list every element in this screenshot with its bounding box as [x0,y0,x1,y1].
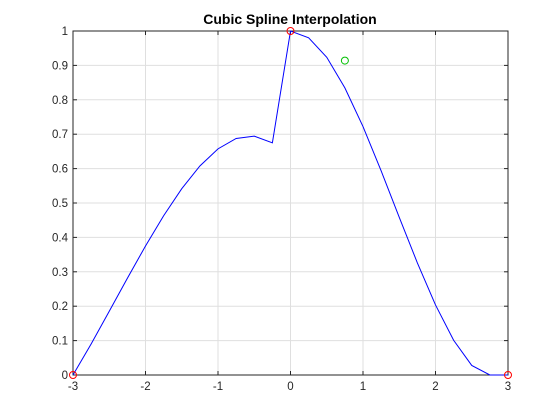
y-tick-label: 0.4 [52,232,69,244]
y-tick-label: 0.6 [52,164,68,176]
y-tick-label: 0.9 [52,60,68,72]
x-tick-label: 2 [432,381,438,393]
series-markers [69,27,512,379]
x-tick-label: -1 [213,381,223,393]
data-point-marker [69,371,77,379]
data-point-marker [340,56,349,65]
y-axis-ticks: 0 0.1 0.2 0.3 0.4 0.5 0.6 0.7 0.8 0.9 1 [52,26,508,382]
y-tick-label: 0.7 [52,129,68,141]
x-tick-label: 0 [287,381,293,393]
y-tick-label: 0.8 [52,95,68,107]
x-tick-label: -3 [68,381,78,393]
y-tick-label: 0.3 [52,267,68,279]
chart-title: Cubic Spline Interpolation [203,11,376,27]
series-lines [72,30,509,376]
spline-curve [72,30,509,376]
x-tick-label: 3 [505,381,511,393]
x-tick-label: 1 [360,381,366,393]
data-point-marker [286,27,295,35]
x-axis-ticks: -3 -2 -1 0 1 2 3 [68,31,511,393]
y-tick-label: 1 [62,26,68,38]
y-tick-label: 0.2 [52,301,68,313]
data-point-marker [504,371,512,379]
y-tick-label: 0.5 [52,198,68,210]
x-tick-label: -2 [140,381,150,393]
y-tick-label: 0.1 [52,336,68,348]
y-tick-label: 0 [62,370,68,382]
